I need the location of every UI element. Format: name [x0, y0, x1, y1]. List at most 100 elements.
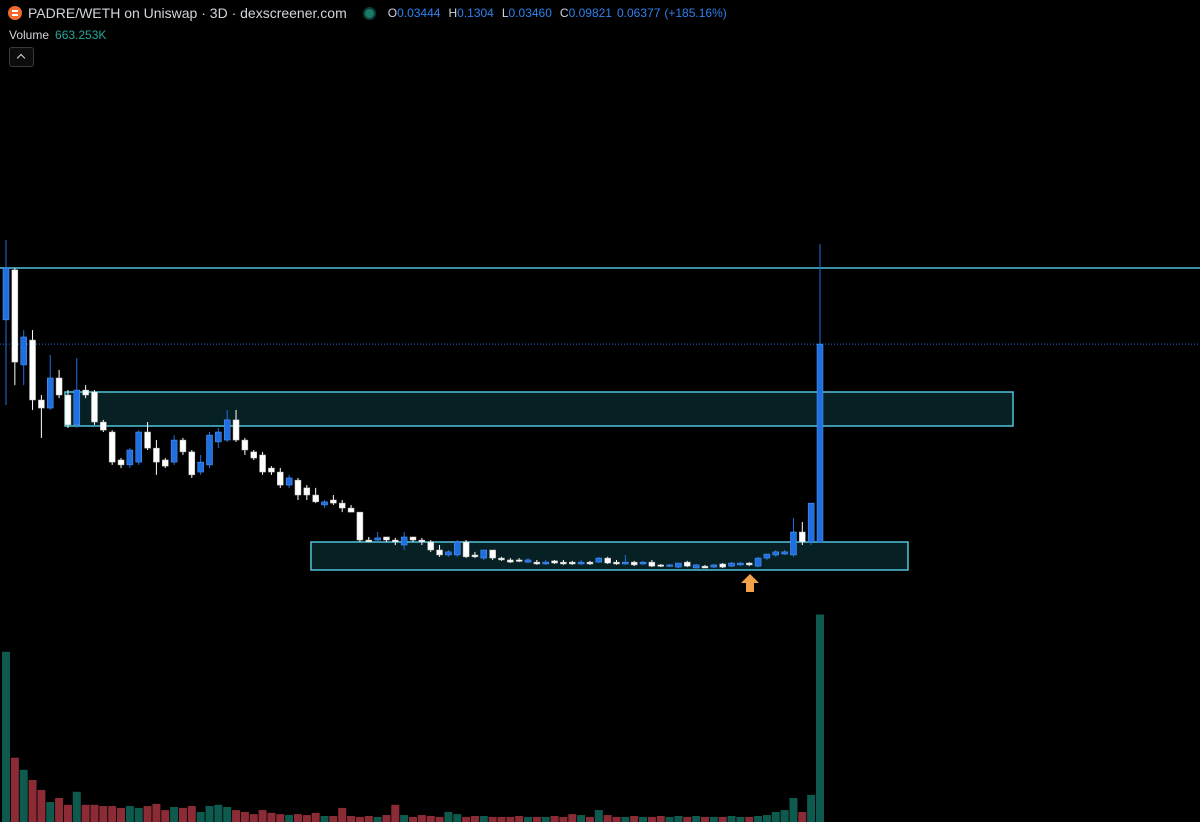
volume-bar: [2, 651, 10, 822]
volume-bar: [585, 816, 594, 822]
volume-bar: [532, 816, 541, 822]
title: PADRE/WETH on Uniswap · 3D · dexscreener…: [28, 5, 347, 21]
candle-body: [507, 559, 514, 563]
volume-bar: [320, 815, 329, 822]
volume-bar: [196, 811, 205, 822]
volume-bar: [515, 815, 524, 822]
value: 0.03444: [397, 6, 441, 20]
volume-bar: [736, 816, 745, 822]
volume-bar: [718, 816, 727, 822]
logo: [8, 6, 22, 20]
candle-body: [604, 557, 611, 564]
volume-bar: [524, 816, 533, 822]
volume-bar: [19, 769, 28, 822]
candle-body: [551, 560, 558, 564]
volume-bar: [72, 791, 81, 822]
volume-bar: [170, 806, 179, 822]
volume-bar: [594, 810, 603, 822]
candle-body: [489, 549, 496, 559]
volume-bar: [187, 806, 196, 822]
volume-bar: [125, 806, 134, 822]
volume-bar: [789, 798, 798, 822]
label: H: [448, 6, 458, 20]
candle-body: [533, 561, 541, 565]
candle-body: [639, 561, 647, 565]
candle-body: [374, 537, 381, 541]
candle-body: [285, 477, 293, 486]
zone-lower: [310, 541, 909, 571]
volume-bar: [276, 814, 285, 822]
candle-body: [197, 461, 204, 473]
volume-bar: [630, 815, 639, 822]
volume-bar: [762, 815, 771, 822]
candle-body: [524, 559, 532, 563]
volume-bar: [28, 780, 37, 822]
volume-bar: [798, 811, 807, 822]
value: 0.09821: [568, 6, 612, 20]
volume-bar: [462, 816, 471, 822]
candle-body: [179, 439, 187, 453]
volume-bar: [37, 789, 46, 822]
volume-bar: [479, 815, 488, 822]
candle-body: [719, 563, 726, 568]
candle-body: [338, 502, 346, 509]
volume-bar: [81, 804, 90, 822]
volume-bar: [143, 806, 152, 822]
volume-bar: [338, 807, 347, 822]
candle-body: [38, 399, 45, 409]
candle-body: [737, 562, 744, 566]
volume-bar: [488, 816, 497, 822]
collapse-button[interactable]: [9, 47, 34, 67]
volume-bar: [647, 816, 656, 822]
candle-body: [392, 539, 399, 543]
candle-body: [294, 479, 302, 496]
volume-bar: [754, 815, 763, 822]
volume-bar: [382, 815, 391, 822]
candle-body: [586, 561, 594, 565]
candle-body: [2, 267, 10, 321]
volume-bar: [612, 816, 621, 822]
volume-bar: [267, 812, 276, 822]
candle-body: [772, 551, 780, 556]
candle-body: [312, 494, 319, 503]
volume-bar: [453, 814, 462, 822]
label: L: [501, 6, 509, 20]
volume-bar: [55, 798, 64, 822]
candle-body: [790, 531, 797, 556]
candle-body: [807, 502, 815, 543]
candle-body: [613, 561, 620, 565]
candle-body: [117, 459, 125, 466]
candle-body: [268, 467, 275, 473]
candle-body: [692, 564, 700, 569]
volume-bar: [223, 806, 232, 822]
volume-bar: [46, 802, 55, 822]
candle-body: [347, 507, 355, 513]
candle-body: [745, 562, 753, 566]
candle-body: [498, 557, 505, 561]
volume-bar: [240, 811, 249, 822]
volume-bar: [293, 814, 302, 822]
volume-bar: [745, 816, 754, 822]
volume-bar: [559, 816, 568, 822]
ohlc: O 0.03444 H 0.1304 L 0.03460 C 0.09821 0.063…: [388, 6, 727, 20]
candle-body: [64, 394, 72, 426]
volume-bar: [258, 810, 267, 822]
volume-bar: [727, 815, 736, 822]
candle-body: [153, 447, 160, 463]
volume-bar: [665, 816, 674, 822]
candle-body: [330, 499, 337, 504]
candle-body: [666, 564, 673, 567]
volume-bar: [329, 815, 338, 822]
volume-bar: [621, 816, 630, 822]
candle-body: [657, 564, 664, 567]
candle-body: [108, 431, 116, 463]
candle-body: [55, 377, 63, 396]
volume-legend: Volume 663.253K: [9, 28, 106, 42]
volume-bar: [550, 815, 559, 822]
volume-bar: [807, 794, 816, 822]
candle-body: [515, 559, 523, 562]
volume-bar: [506, 816, 515, 822]
candle-body: [383, 536, 390, 541]
zone-upper: [64, 391, 1014, 427]
